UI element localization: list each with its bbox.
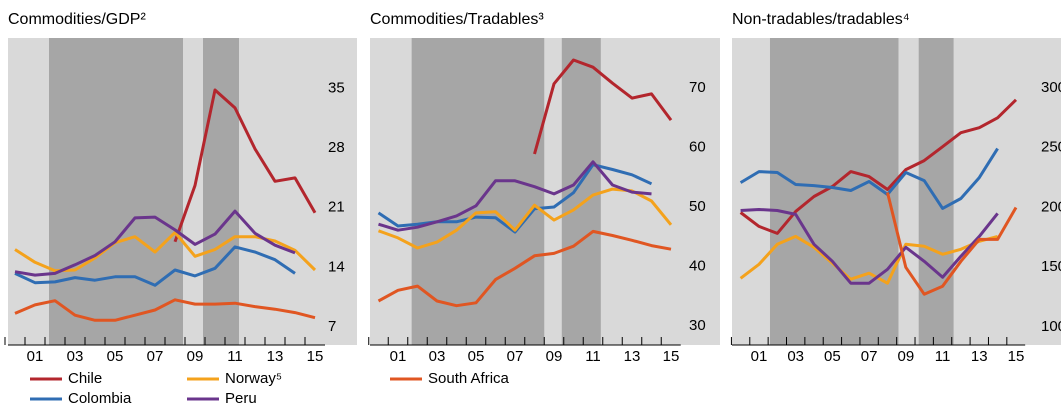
x-tick-label: 07: [507, 348, 524, 365]
y-tick-label: 21: [328, 199, 345, 216]
x-tick-label: 01: [751, 348, 768, 365]
shaded-period: [411, 38, 545, 345]
x-tick-label: 07: [861, 348, 878, 365]
x-tick-label: 09: [187, 348, 204, 365]
series-line: [740, 208, 999, 285]
legend-label: Peru: [225, 390, 257, 407]
y-tick-label: 250: [1041, 139, 1061, 156]
y-tick-label: 28: [328, 139, 345, 156]
panel-title: Non-tradables/tradables⁴: [732, 11, 910, 28]
y-tick-label: 60: [689, 138, 706, 155]
y-tick-label: 70: [689, 79, 706, 96]
x-tick-label: 03: [787, 348, 804, 365]
series-line: [377, 163, 653, 234]
series-line: [739, 147, 999, 210]
y-tick-label: 14: [328, 258, 345, 275]
series-line: [739, 234, 998, 285]
y-tick-label: 200: [1041, 198, 1061, 215]
y-tick-label: 100: [1041, 318, 1061, 335]
y-tick-label: 50: [689, 198, 706, 215]
series-line: [739, 98, 1018, 235]
shaded-period: [203, 38, 239, 345]
x-tick-label: 15: [663, 348, 680, 365]
x-tick-label: 15: [307, 348, 324, 365]
x-tick-label: 15: [1008, 348, 1025, 365]
shaded-period: [561, 38, 601, 345]
series-line: [533, 58, 673, 155]
x-tick-label: 13: [971, 348, 988, 365]
y-tick-label: 35: [328, 79, 345, 96]
panel-title: Commodities/GDP²: [8, 11, 146, 28]
legend-label: Colombia: [68, 390, 132, 407]
x-tick-label: 05: [468, 348, 485, 365]
series-line: [14, 209, 296, 277]
x-tick-label: 05: [107, 348, 124, 365]
series-line: [886, 192, 1018, 296]
x-tick-label: 11: [585, 348, 601, 365]
legend-label: Chile: [68, 370, 102, 387]
shaded-period: [769, 38, 899, 345]
y-tick-label: 40: [689, 257, 706, 274]
x-tick-label: 11: [935, 348, 951, 365]
x-tick-label: 13: [624, 348, 641, 365]
x-tick-label: 03: [67, 348, 84, 365]
y-tick-label: 150: [1041, 258, 1061, 275]
x-tick-label: 03: [429, 348, 446, 365]
series-line: [14, 298, 316, 322]
x-tick-label: 09: [897, 348, 914, 365]
x-tick-label: 01: [27, 348, 44, 365]
series-line: [14, 245, 296, 287]
series-line: [377, 229, 672, 308]
shaded-period: [918, 38, 954, 345]
y-tick-label: 300: [1041, 79, 1061, 96]
x-tick-label: 05: [824, 348, 841, 365]
legend-label: Norway⁵: [225, 370, 282, 387]
legend-label: South Africa: [428, 370, 510, 387]
shaded-period: [49, 38, 183, 345]
x-tick-label: 01: [390, 348, 407, 365]
panel-title: Commodities/Tradables³: [370, 11, 544, 28]
x-tick-label: 07: [147, 348, 164, 365]
series-line: [378, 160, 652, 232]
x-tick-label: 09: [546, 348, 563, 365]
x-tick-label: 13: [267, 348, 284, 365]
y-tick-label: 7: [328, 318, 336, 335]
x-tick-label: 11: [227, 348, 243, 365]
series-line: [173, 88, 317, 243]
y-tick-label: 30: [689, 317, 706, 334]
